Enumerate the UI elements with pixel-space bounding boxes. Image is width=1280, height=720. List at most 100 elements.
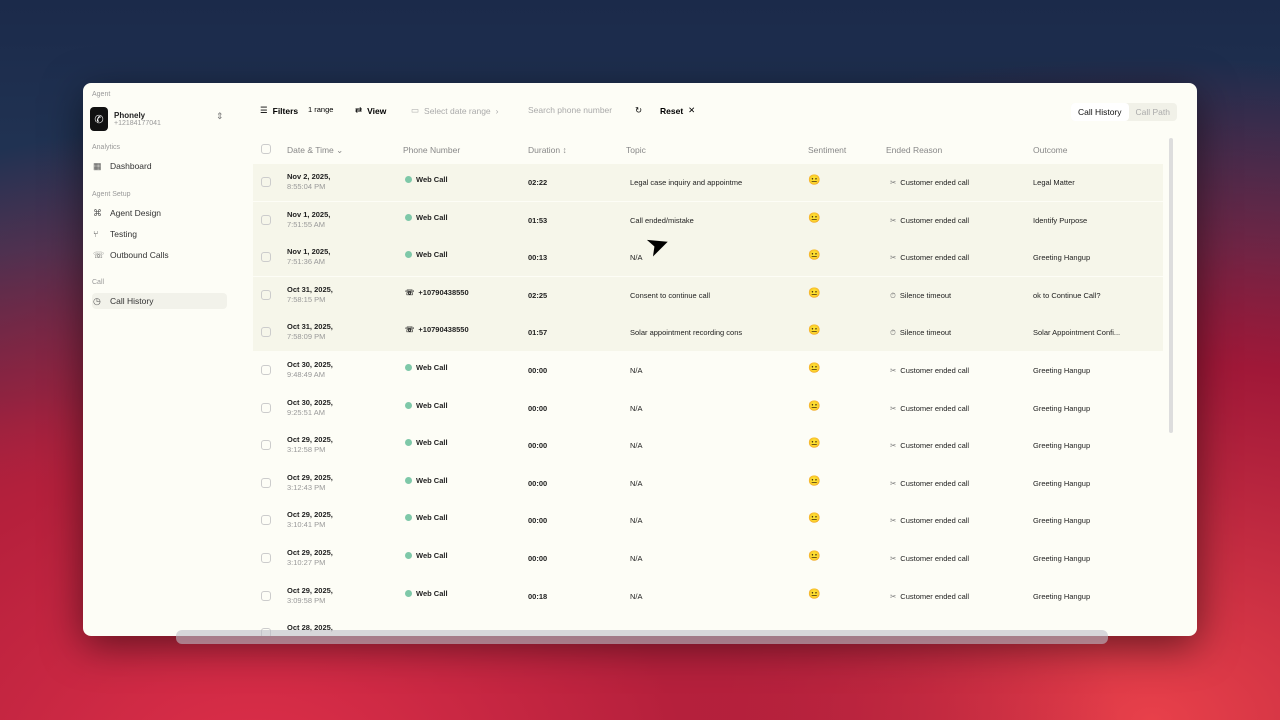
row-checkbox[interactable] (261, 214, 271, 225)
tab-call-path[interactable]: Call Path (1135, 107, 1171, 117)
sentiment-neutral-icon: 😐 (808, 175, 821, 186)
sidebar-item-agent-design[interactable]: ⌘ Agent Design (92, 205, 227, 221)
phone-out-icon: ☏ (93, 249, 105, 260)
outcome-cell: Greeting Hangup (1033, 403, 1091, 413)
phone-cell: Web Call (405, 589, 448, 598)
search-input[interactable]: Search phone number (528, 105, 613, 115)
col-date[interactable]: Date & Time ⌄ (287, 145, 343, 156)
sidebar: Agent ✆ Phonely +12184177041 ⇕ Analytics … (83, 83, 233, 636)
duration-cell: 00:00 (528, 516, 548, 526)
table-row[interactable]: Nov 1, 2025, 7:51:36 AM Web Call 00:13 N/… (253, 239, 1163, 277)
range-badge[interactable]: 1 range (308, 105, 334, 114)
hangup-icon: ✂ (890, 215, 897, 225)
row-checkbox[interactable] (261, 289, 271, 300)
phone-cell: Web Call (405, 476, 448, 485)
app-window: Agent ✆ Phonely +12184177041 ⇕ Analytics … (83, 83, 1197, 636)
topic-cell: Solar appointment recording cons (630, 328, 743, 338)
sliders-icon: ⇄ (355, 105, 363, 115)
topic-cell: Consent to continue call (630, 290, 711, 300)
duration-cell: 02:25 (528, 290, 548, 300)
view-button[interactable]: ⇄ View (355, 105, 386, 116)
table-row[interactable]: Nov 1, 2025, 7:51:55 AM Web Call 01:53 Ca… (253, 201, 1163, 239)
chevron-updown-icon[interactable]: ⇕ (216, 111, 224, 121)
duration-cell: 00:18 (528, 591, 548, 601)
tab-call-history[interactable]: Call History (1071, 103, 1129, 121)
table-row[interactable]: Oct 30, 2025, 9:25:51 AM Web Call 00:00 N… (253, 390, 1163, 427)
row-checkbox[interactable] (261, 590, 271, 601)
table-row[interactable]: Oct 29, 2025, 3:10:41 PM Web Call 00:00 N… (253, 502, 1163, 539)
table-row[interactable]: Oct 30, 2025, 9:48:49 AM Web Call 00:00 N… (253, 352, 1163, 389)
row-checkbox[interactable] (261, 440, 271, 451)
sidebar-item-dashboard[interactable]: ▦ Dashboard (92, 158, 227, 174)
hangup-icon: ✂ (890, 554, 897, 563)
sidebar-item-label: Agent Design (110, 208, 162, 218)
row-checkbox[interactable] (261, 402, 271, 413)
select-all-checkbox[interactable] (261, 144, 271, 154)
date-cell: Oct 29, 2025, 3:09:58 PM (287, 585, 333, 605)
timer-icon: ⏱ (890, 328, 896, 338)
sidebar-item-label: Dashboard (110, 161, 152, 171)
row-checkbox[interactable] (261, 177, 271, 187)
phone-cell: Web Call (405, 513, 448, 522)
date-cell: Nov 1, 2025, 7:51:55 AM (287, 209, 331, 229)
duration-cell: 00:00 (528, 554, 548, 563)
table-row[interactable]: Oct 31, 2025, 7:58:15 PM ☏ +10790438550 02… (253, 276, 1163, 314)
filters-label: Filters (272, 105, 299, 116)
col-duration[interactable]: Duration ↕ (528, 145, 567, 155)
duration-cell: 01:57 (528, 328, 548, 338)
topic-cell: N/A (630, 366, 643, 375)
hangup-icon: ✂ (890, 441, 897, 451)
date-range-picker[interactable]: ▭ Select date range › (411, 105, 499, 116)
sidebar-item-label: Testing (110, 229, 137, 239)
phone-cell: Web Call (405, 551, 448, 560)
agent-selector[interactable]: ✆ Phonely +12184177041 (90, 107, 161, 131)
globe-icon (405, 213, 412, 221)
sidebar-item-outbound-calls[interactable]: ☏ Outbound Calls (92, 247, 227, 263)
date-cell: Oct 31, 2025, 7:58:09 PM (287, 322, 333, 342)
table-row[interactable]: Nov 2, 2025, 8:55:04 PM Web Call 02:22 Le… (253, 164, 1163, 201)
phone-cell: Web Call (405, 401, 448, 410)
table-row[interactable]: Oct 29, 2025, 3:09:58 PM Web Call 00:18 N… (253, 578, 1163, 615)
date-cell: Oct 29, 2025, 3:12:58 PM (287, 435, 333, 455)
close-icon: ✕ (688, 105, 696, 115)
date-cell: Oct 31, 2025, 7:58:15 PM (287, 284, 333, 304)
grid-icon: ▦ (93, 160, 102, 171)
sidebar-item-testing[interactable]: ⑂ Testing (92, 226, 227, 242)
sentiment-neutral-icon: 😐 (808, 551, 821, 562)
table-row[interactable]: Oct 31, 2025, 7:58:09 PM ☏ +10790438550 01… (253, 314, 1163, 352)
date-cell: Oct 29, 2025, 3:10:27 PM (287, 548, 333, 567)
reset-button[interactable]: Reset ✕ (660, 105, 695, 116)
row-checkbox[interactable] (261, 515, 271, 526)
row-checkbox[interactable] (261, 477, 271, 488)
table-row[interactable]: Oct 29, 2025, 3:12:58 PM Web Call 00:00 N… (253, 427, 1163, 464)
refresh-icon[interactable]: ↻ (635, 105, 643, 115)
sentiment-neutral-icon: 😐 (808, 400, 821, 412)
filters-button[interactable]: ☰ Filters (260, 105, 298, 116)
ended-reason-cell: ✂ Customer ended call (890, 591, 970, 601)
col-ended-reason: Ended Reason (886, 145, 943, 155)
sentiment-neutral-icon: 😐 (808, 363, 821, 374)
sentiment-neutral-icon: 😐 (808, 250, 821, 262)
table-row[interactable]: Oct 29, 2025, 3:12:43 PM Web Call 00:00 N… (253, 465, 1163, 502)
date-cell: Oct 30, 2025, 9:48:49 AM (287, 360, 333, 379)
topic-cell: N/A (630, 253, 643, 263)
row-checkbox[interactable] (261, 327, 271, 338)
row-checkbox[interactable] (261, 365, 271, 375)
hangup-icon: ✂ (890, 253, 897, 263)
sentiment-neutral-icon: 😐 (808, 475, 821, 487)
row-checkbox[interactable] (261, 553, 271, 563)
outcome-cell: Greeting Hangup (1033, 554, 1091, 563)
duration-cell: 01:53 (528, 215, 548, 225)
sentiment-neutral-icon: 😐 (808, 438, 821, 450)
duration-cell: 00:00 (528, 366, 548, 375)
scrollbar[interactable] (1169, 138, 1173, 433)
globe-icon (405, 589, 412, 597)
outcome-cell: Greeting Hangup (1033, 516, 1091, 526)
view-toggle: Call History Call Path (1071, 103, 1177, 121)
row-checkbox[interactable] (261, 252, 271, 263)
branch-icon: ⑂ (93, 229, 99, 239)
table-row[interactable]: Oct 29, 2025, 3:10:27 PM Web Call 00:00 N… (253, 540, 1163, 577)
sidebar-item-call-history[interactable]: ◷ Call History (92, 293, 227, 309)
duration-cell: 02:22 (528, 178, 548, 187)
date-cell: Nov 2, 2025, 8:55:04 PM (287, 172, 331, 191)
